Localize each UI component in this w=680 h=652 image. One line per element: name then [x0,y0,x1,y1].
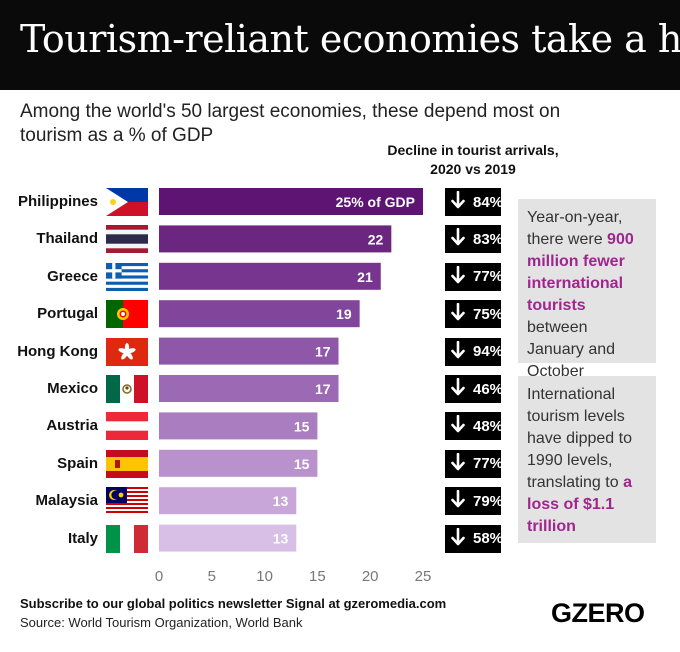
country-label: Austria [46,417,98,435]
bar [159,524,297,552]
decline-value: 83% [473,230,504,248]
gzero-logo: GZERO [551,598,645,628]
bar [159,262,381,290]
bar-value-label: 17 [315,344,331,360]
decline-badge: 77% [445,449,504,478]
x-tick-label: 20 [362,568,379,585]
decline-value: 94% [473,343,504,361]
page-title: Tourism-reliant economies take a hit [20,17,680,61]
bar [159,225,392,253]
bar [159,300,360,328]
decline-badge: 58% [445,524,504,553]
tourism-gdp-bar-chart: 25% of GDP 22 21 19 17 17 15 15 13 13 0 5 10 15 20 25 [155,188,432,585]
flag-austria-icon [106,412,148,441]
bar-value-label: 19 [336,306,352,322]
decline-badge: 75% [445,300,504,329]
note-highlight: 900 million fewer international tourists [527,231,634,314]
decline-value: 77% [473,268,504,286]
newsletter-text: Subscribe to our global politics newslet… [20,596,447,611]
bar-value-label: 17 [315,381,331,397]
bar-value-label: 15 [294,456,310,472]
bar-value-label: 21 [357,269,373,285]
country-label: Malaysia [35,492,98,510]
note-text: Year-on-year, there were [527,209,623,248]
decline-value: 75% [473,305,504,323]
bar [159,337,339,365]
note-text: International tourism levels have dipped… [527,386,632,491]
bar [159,449,318,477]
flag-spain-icon [106,449,148,478]
decline-value: 84% [473,193,504,211]
decline-badge: 79% [445,487,504,516]
decline-value: 77% [473,455,504,473]
arrow-down-icon [451,228,465,250]
country-label: Greece [47,267,98,285]
x-tick-label: 10 [256,568,273,585]
arrow-down-icon [451,452,465,475]
arrow-down-icon [451,302,465,325]
bar-value-label: 13 [273,531,289,547]
x-tick-label: 15 [309,568,326,585]
decline-value: 46% [473,380,504,398]
note-highlight: a loss of $1.1 trillion [527,474,632,535]
bar [159,375,339,402]
x-tick-label: 5 [208,568,216,585]
country-label: Philippines [17,193,98,210]
arrow-down-icon [451,527,465,550]
arrow-down-icon [451,340,465,363]
arrow-down-icon [451,265,465,288]
bar-value-label: 15 [294,418,310,434]
flag-philippines-icon [106,188,148,216]
note-tourism-loss: International tourism levels have dipped… [518,376,656,543]
decline-badge: 46% [445,375,504,403]
country-label: Italy [67,529,98,547]
flag-portugal-icon [106,300,148,329]
decline-value: 58% [473,530,504,548]
x-tick-label: 25 [415,568,432,585]
decline-badge: 77% [445,262,504,291]
x-tick-label: 0 [155,568,163,585]
flag-thailand-icon [106,225,148,254]
arrow-down-icon [451,489,465,512]
flag-malaysia-icon [106,487,148,516]
decline-badge: 94% [445,337,504,366]
arrow-down-icon [451,190,465,213]
note-text: between January and October [527,319,616,380]
decline-value: 48% [473,417,504,435]
flag-greece-icon [106,262,148,291]
flag-mexico-icon [106,375,148,403]
flag-italy-icon [106,524,148,553]
decline-column-header: Decline in tourist arrivals, 2020 vs 201… [387,142,559,177]
flag-hong-kong-icon [106,337,148,366]
country-label: Thailand [36,230,98,248]
country-label: Hong Kong [17,342,98,360]
decline-badge: 83% [445,225,504,254]
decline-value: 79% [473,492,504,510]
source-text: Source: World Tourism Organization, Worl… [20,615,303,630]
decline-badge: 48% [445,412,504,441]
bar-value-label: 25% of GDP [336,194,415,210]
arrow-down-icon [451,377,465,400]
decline-badge: 84% [445,188,504,216]
chart-subtitle: Among the world's 50 largest economies, … [20,101,561,146]
country-label: Mexico [47,380,98,397]
bar [159,412,318,440]
bar-value-label: 22 [368,231,384,247]
bar-value-label: 13 [273,493,289,509]
country-label: Spain [57,454,98,472]
note-fewer-tourists: Year-on-year, there were 900 million few… [518,199,656,380]
bar [159,487,297,515]
header-banner: Tourism-reliant economies take a hit [0,0,680,90]
arrow-down-icon [451,415,465,437]
bar [159,188,423,215]
country-label: Portugal [37,305,98,323]
